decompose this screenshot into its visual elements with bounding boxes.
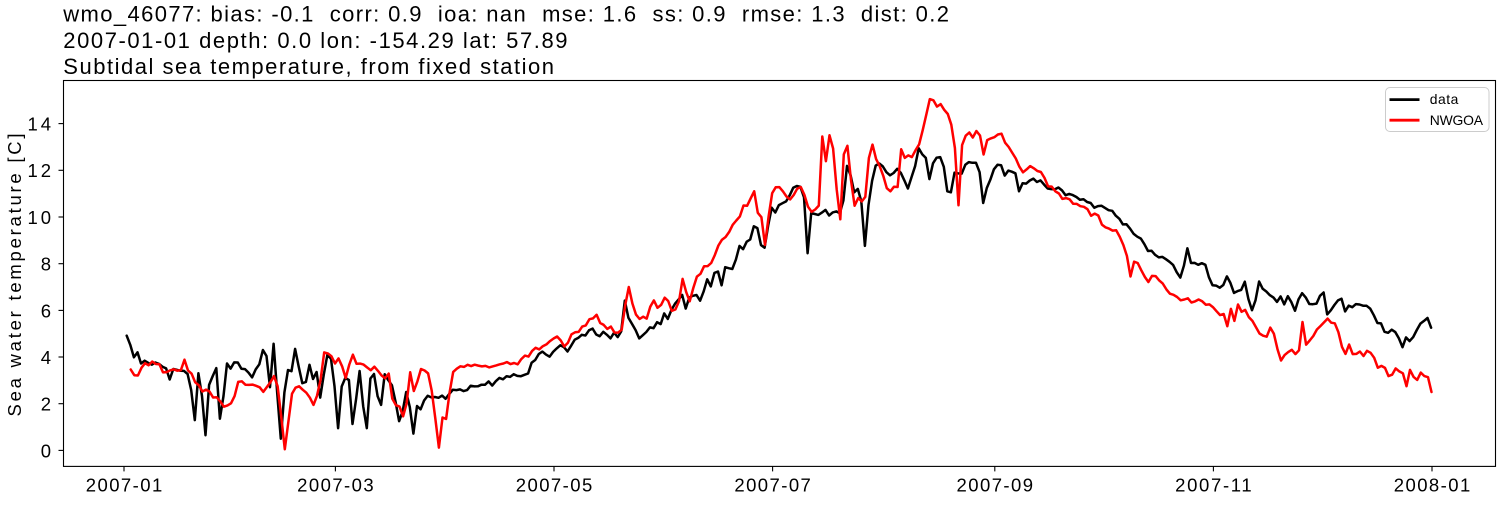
- svg-text:2007-03: 2007-03: [297, 475, 374, 496]
- svg-text:data: data: [1430, 91, 1459, 107]
- svg-text:Subtidal sea temperature, from: Subtidal sea temperature, from fixed sta…: [63, 54, 554, 79]
- svg-text:Sea water temperature [C]: Sea water temperature [C]: [4, 133, 25, 416]
- svg-text:2007-05: 2007-05: [516, 475, 593, 496]
- svg-text:NWGOA: NWGOA: [1430, 112, 1484, 128]
- svg-text:2: 2: [41, 394, 51, 415]
- svg-text:2007-11: 2007-11: [1175, 475, 1252, 496]
- svg-text:4: 4: [41, 347, 51, 368]
- svg-text:2007-01: 2007-01: [86, 475, 163, 496]
- svg-text:2007-07: 2007-07: [734, 475, 811, 496]
- svg-text:8: 8: [41, 254, 51, 275]
- svg-text:0: 0: [41, 440, 51, 461]
- svg-text:2007-09: 2007-09: [957, 475, 1034, 496]
- svg-text:2008-01: 2008-01: [1394, 475, 1471, 496]
- svg-text:6: 6: [41, 300, 51, 321]
- svg-text:2007-01-01 depth: 0.0 lon: -15: 2007-01-01 depth: 0.0 lon: -154.29 lat: …: [63, 28, 567, 53]
- svg-text:wmo_46077: bias: -0.1 corr: 0: wmo_46077: bias: -0.1 corr: 0.9 ioa: nan…: [62, 2, 949, 27]
